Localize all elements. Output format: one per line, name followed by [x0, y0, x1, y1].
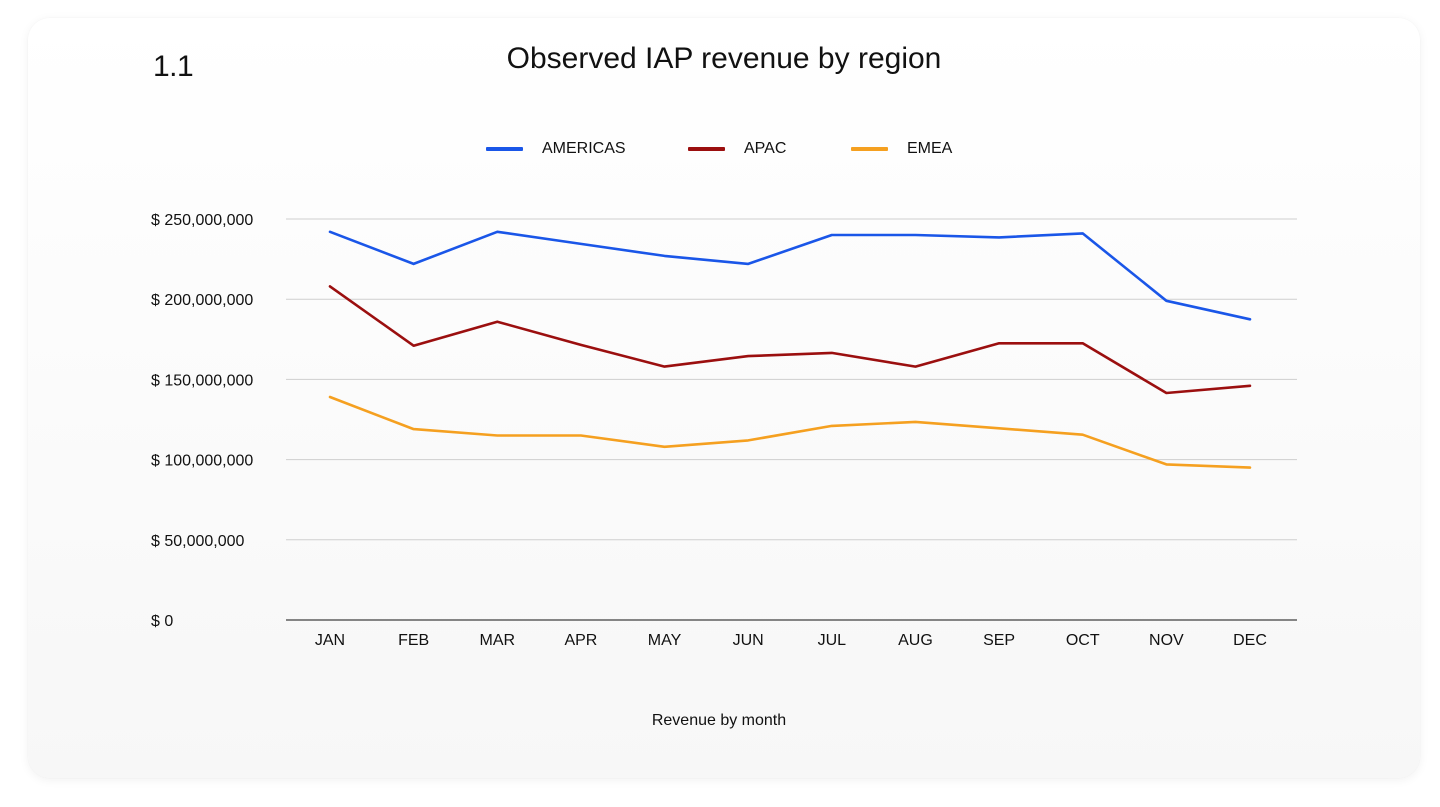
legend-swatch-apac	[688, 147, 725, 151]
legend-item-apac: APAC	[688, 136, 786, 162]
figure-number: 1.1	[153, 50, 194, 83]
series-line-emea	[328, 395, 1252, 469]
x-tick-label: MAY	[648, 632, 682, 649]
grid-layer	[286, 218, 1297, 541]
y-tick-label: $ 0	[151, 613, 173, 630]
y-tick-label: $ 150,000,000	[151, 372, 253, 389]
legend-label-apac: APAC	[744, 140, 787, 157]
y-tick-label: $ 50,000,000	[151, 533, 245, 550]
x-tick-label: JUL	[818, 632, 847, 649]
y-tick-label: $ 100,000,000	[151, 453, 253, 470]
x-tick-label: FEB	[398, 632, 429, 649]
x-tick-label: JAN	[315, 632, 345, 649]
chart-card: 1.1 Observed IAP revenue by region AMERI…	[28, 18, 1420, 778]
series-line-apac	[328, 285, 1252, 395]
x-tick-label: AUG	[898, 632, 933, 649]
legend-label-americas: AMERICAS	[542, 140, 626, 157]
x-axis-title: Revenue by month	[651, 712, 787, 729]
axis-layer: $ 0 $ 50,000,000 $ 100,000,000 $ 150,000,00…	[151, 212, 1297, 649]
legend-swatch-americas	[486, 147, 523, 151]
line-chart-plot: $ 0 $ 50,000,000 $ 100,000,000 $ 150,000,00…	[151, 212, 1297, 649]
y-tick-label: $ 200,000,000	[151, 292, 253, 309]
legend-item-emea: EMEA	[851, 136, 952, 162]
x-tick-label: DEC	[1233, 632, 1267, 649]
series-layer	[328, 230, 1252, 469]
legend-item-americas: AMERICAS	[486, 136, 626, 162]
series-line-americas	[328, 230, 1252, 321]
x-tick-label: MAR	[479, 632, 515, 649]
chart-title: Observed IAP revenue by region	[506, 42, 942, 75]
x-tick-label: APR	[564, 632, 597, 649]
x-tick-label: JUN	[733, 632, 764, 649]
x-tick-label: NOV	[1149, 632, 1184, 649]
x-tick-label: SEP	[983, 632, 1015, 649]
legend-label-emea: EMEA	[907, 140, 953, 157]
chart-legend: AMERICAS APAC EMEA	[28, 136, 1420, 162]
legend-swatch-emea	[851, 147, 888, 151]
y-tick-label: $ 250,000,000	[151, 212, 253, 229]
x-tick-label: OCT	[1066, 632, 1100, 649]
